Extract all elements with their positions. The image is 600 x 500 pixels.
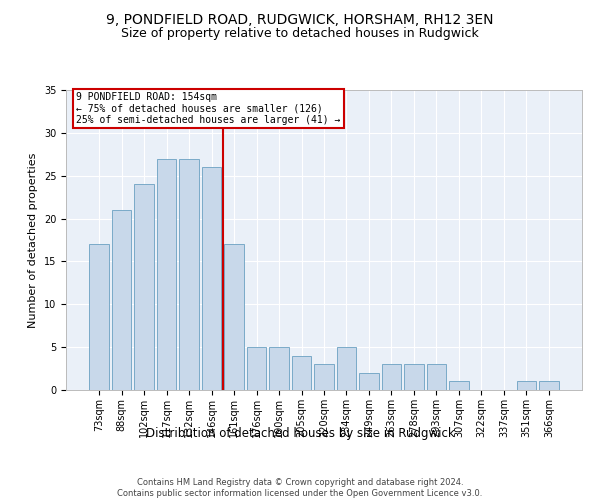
Bar — [449, 382, 469, 390]
Bar — [179, 158, 199, 390]
Bar — [517, 382, 536, 390]
Bar — [202, 167, 221, 390]
Text: Distribution of detached houses by size in Rudgwick: Distribution of detached houses by size … — [146, 428, 454, 440]
Text: 9, PONDFIELD ROAD, RUDGWICK, HORSHAM, RH12 3EN: 9, PONDFIELD ROAD, RUDGWICK, HORSHAM, RH… — [106, 12, 494, 26]
Bar — [539, 382, 559, 390]
Text: Contains HM Land Registry data © Crown copyright and database right 2024.
Contai: Contains HM Land Registry data © Crown c… — [118, 478, 482, 498]
Y-axis label: Number of detached properties: Number of detached properties — [28, 152, 38, 328]
Bar — [427, 364, 446, 390]
Bar — [382, 364, 401, 390]
Bar — [292, 356, 311, 390]
Bar — [337, 347, 356, 390]
Bar — [359, 373, 379, 390]
Bar — [314, 364, 334, 390]
Bar — [404, 364, 424, 390]
Bar — [247, 347, 266, 390]
Bar — [224, 244, 244, 390]
Text: Size of property relative to detached houses in Rudgwick: Size of property relative to detached ho… — [121, 28, 479, 40]
Bar — [157, 158, 176, 390]
Bar — [134, 184, 154, 390]
Bar — [89, 244, 109, 390]
Bar — [269, 347, 289, 390]
Bar — [112, 210, 131, 390]
Text: 9 PONDFIELD ROAD: 154sqm
← 75% of detached houses are smaller (126)
25% of semi-: 9 PONDFIELD ROAD: 154sqm ← 75% of detach… — [76, 92, 341, 124]
